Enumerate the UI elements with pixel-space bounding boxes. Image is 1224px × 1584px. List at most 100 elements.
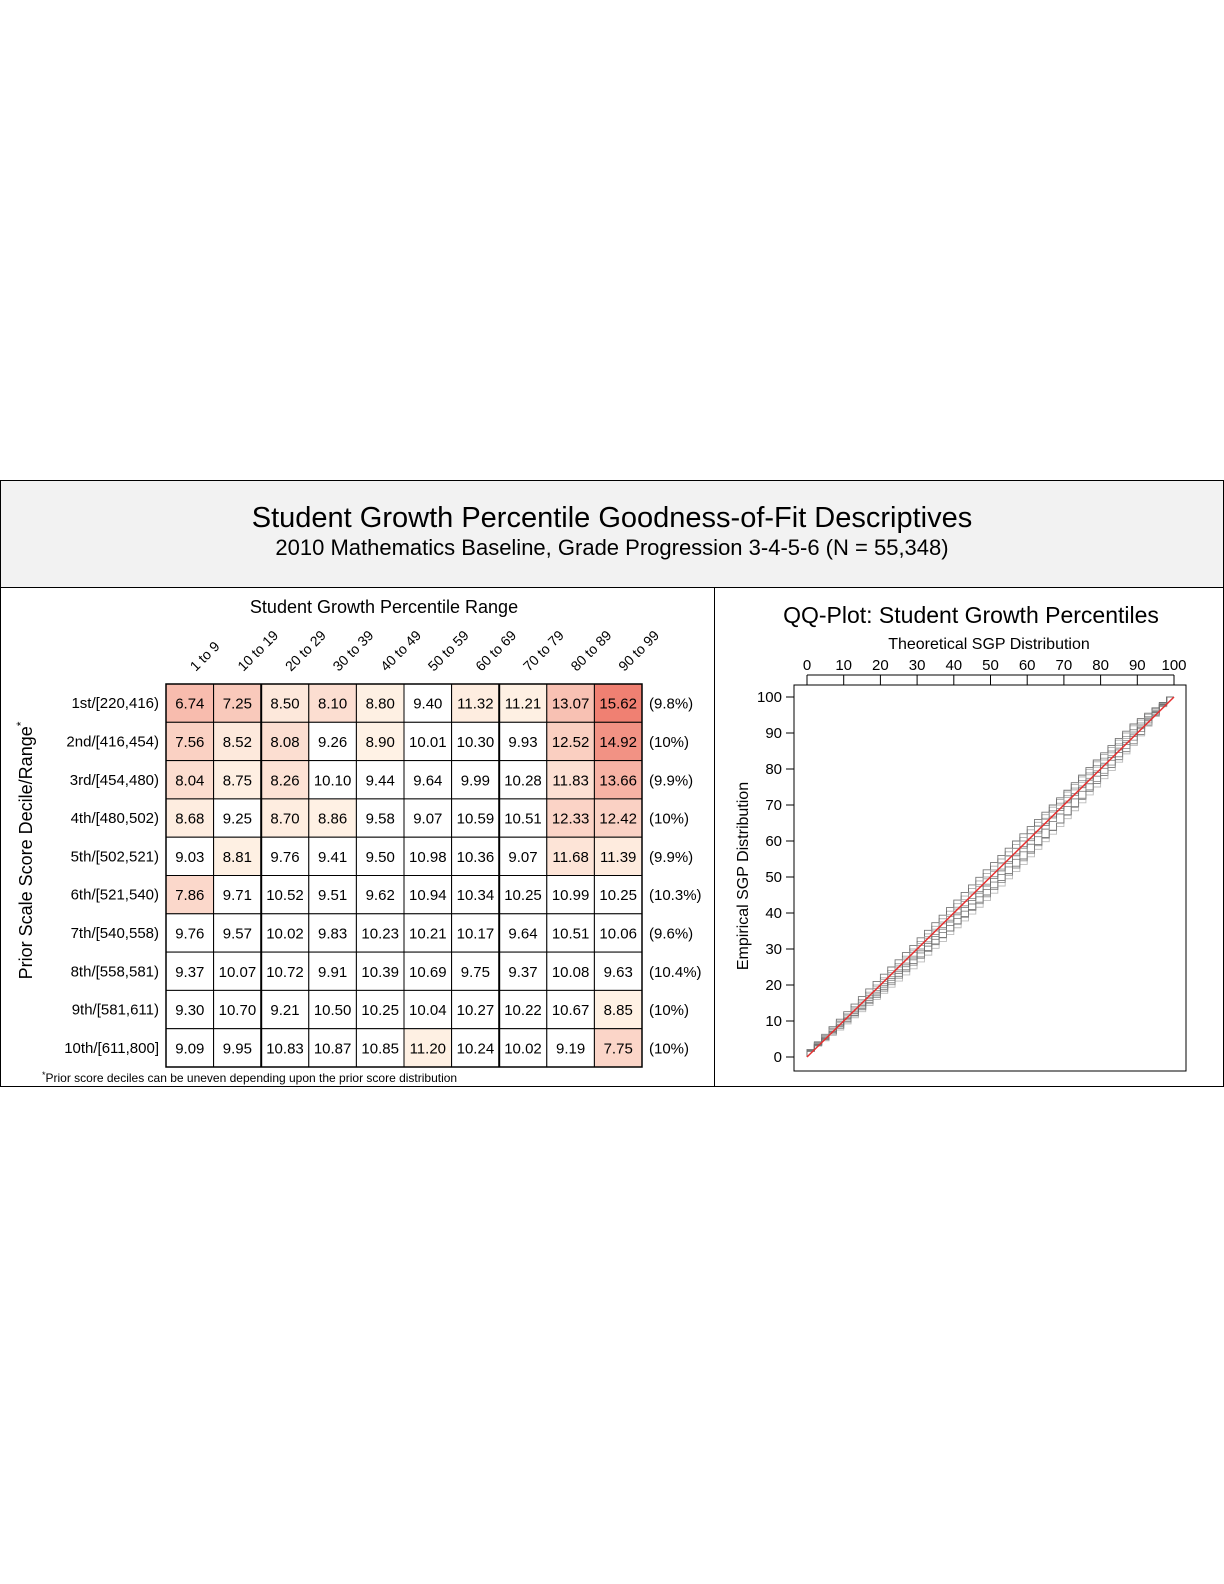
heatmap-cell-value: 8.26 (270, 772, 299, 789)
heatmap-cell-value: 10.34 (457, 887, 495, 904)
heatmap-cell-value: 10.87 (314, 1040, 352, 1057)
heatmap-cell-value: 10.30 (457, 734, 495, 751)
heatmap-cell-value: 8.68 (175, 811, 204, 828)
heatmap-cell-value: 8.10 (318, 696, 347, 713)
qq-x-tick-label: 70 (1056, 657, 1073, 674)
heatmap-column-label: 40 to 49 (377, 627, 424, 674)
heatmap-grid-border (165, 683, 643, 1068)
heatmap-cell (260, 875, 310, 915)
heatmap-cell-value: 8.75 (223, 772, 252, 789)
heatmap-cell (451, 875, 500, 915)
heatmap-row-label: 10th/[611,800] (64, 1040, 159, 1057)
heatmap-cell-value: 10.52 (266, 887, 304, 904)
heatmap-cell-value: 10.01 (409, 734, 447, 751)
heatmap-cell (451, 721, 500, 762)
heatmap-cell-value: 9.64 (508, 925, 537, 942)
heatmap-y-axis-label-superscript: * (14, 721, 28, 726)
heatmap-column-label: 70 to 79 (520, 627, 567, 674)
heatmap-cell (213, 760, 262, 800)
heatmap-cell-value: 9.21 (270, 1002, 299, 1019)
heatmap-cell-value: 10.50 (314, 1002, 352, 1019)
heatmap-footnote: *Prior score deciles can be uneven depen… (42, 1070, 457, 1085)
heatmap-cell-value: 10.83 (266, 1040, 304, 1057)
qq-title: QQ-Plot: Student Growth Percentiles (783, 602, 1159, 628)
qq-y-tick-label: 90 (765, 725, 782, 742)
heatmap-cell (451, 798, 500, 838)
heatmap-cell (355, 721, 405, 762)
qq-x-tick-label: 80 (1092, 657, 1109, 674)
heatmap-cell-value: 7.86 (175, 887, 204, 904)
heatmap-cell (213, 836, 262, 876)
heatmap-cell-value: 9.07 (508, 849, 537, 866)
heatmap-column-label: 60 to 69 (472, 627, 519, 674)
heatmap-cell (593, 683, 643, 723)
heatmap-cell-value: 9.37 (508, 964, 537, 981)
qq-y-tick-label: 30 (765, 941, 782, 958)
heatmap-cell-value: 10.28 (504, 772, 542, 789)
heatmap-cell-value: 9.51 (318, 887, 347, 904)
qq-x-tick-label: 10 (835, 657, 852, 674)
heatmap-cell (355, 951, 405, 991)
heatmap-cell-value: 10.02 (504, 1040, 542, 1057)
heatmap-cell-value: 11.32 (457, 696, 493, 713)
header: Student Growth Percentile Goodness-of-Fi… (1, 481, 1223, 588)
heatmap-cell-value: 10.85 (361, 1040, 399, 1057)
heatmap-column-label: 90 to 99 (615, 627, 662, 674)
heatmap-cell (355, 798, 405, 838)
heatmap-column-label: 1 to 9 (187, 638, 223, 674)
heatmap-cell (165, 683, 215, 723)
heatmap-cell (213, 913, 262, 953)
heatmap-row-percent: (9.9%) (649, 849, 693, 866)
heatmap-cell (308, 989, 357, 1030)
heatmap-cell-value: 9.75 (461, 964, 490, 981)
heatmap-y-axis-label: Prior Scale Score Decile/Range* (14, 721, 36, 979)
heatmap-cell-value: 8.04 (175, 772, 204, 789)
heatmap-row-label: 3rd/[454,480) (70, 772, 159, 789)
heatmap-cell-value: 9.95 (223, 1040, 252, 1057)
heatmap-cell (498, 836, 548, 876)
heatmap-column-label: 50 to 59 (425, 627, 472, 674)
heatmap-cell-value: 11.20 (410, 1040, 446, 1057)
heatmap-cell (260, 913, 310, 953)
heatmap-cell-value: 9.99 (461, 772, 490, 789)
heatmap-cell (403, 798, 453, 838)
heatmap-cell (451, 951, 500, 991)
heatmap-row-label: 8th/[558,581) (71, 963, 159, 980)
heatmap-cell-value: 9.19 (556, 1040, 585, 1057)
heatmap-cell-value: 8.90 (366, 734, 395, 751)
heatmap-cell-value: 9.63 (604, 964, 633, 981)
heatmap-cell-value: 13.07 (552, 696, 590, 713)
heatmap-cell-value: 9.30 (175, 1002, 204, 1019)
heatmap-cell-value: 10.99 (552, 887, 590, 904)
heatmap-column-label: 10 to 19 (234, 627, 281, 674)
qq-plot: QQ-Plot: Student Growth Percentiles Theor… (735, 602, 1187, 1072)
heatmap-cell (546, 721, 595, 762)
goodness-of-fit-panel: Student Growth Percentile Goodness-of-Fi… (0, 480, 1224, 1087)
panel-divider (714, 588, 715, 1087)
heatmap-cell (593, 721, 643, 762)
qq-y-tick-label: 10 (765, 1013, 782, 1030)
heatmap-cell-value: 9.26 (318, 734, 347, 751)
qq-y-tick-label: 40 (765, 905, 782, 922)
heatmap-cell (593, 836, 643, 876)
heatmap-cell-value: 12.52 (552, 734, 590, 751)
heatmap-cell (498, 875, 548, 915)
heatmap-cell-value: 10.07 (219, 964, 257, 981)
heatmap-cell (308, 721, 357, 762)
heatmap-cell (451, 913, 500, 953)
qq-x-tick-label: 30 (909, 657, 926, 674)
heatmap-row-percent: (9.9%) (649, 772, 693, 789)
heatmap-cell-value: 7.25 (223, 696, 252, 713)
heatmap-cell (593, 951, 643, 991)
heatmap-cell-value: 10.59 (457, 811, 495, 828)
heatmap-row-percent: (10.3%) (649, 887, 702, 904)
heatmap-cell-value: 9.03 (175, 849, 204, 866)
heatmap-cell-value: 9.37 (175, 964, 204, 981)
heatmap-cell-value: 10.02 (266, 925, 304, 942)
heatmap-cell (403, 836, 453, 876)
heatmap-cell-value: 15.62 (599, 696, 637, 713)
qq-y-tick-label: 20 (765, 977, 782, 994)
qq-reference-line (806, 696, 1175, 1058)
heatmap-cell (498, 1028, 548, 1068)
heatmap-cell-value: 9.09 (175, 1040, 204, 1057)
